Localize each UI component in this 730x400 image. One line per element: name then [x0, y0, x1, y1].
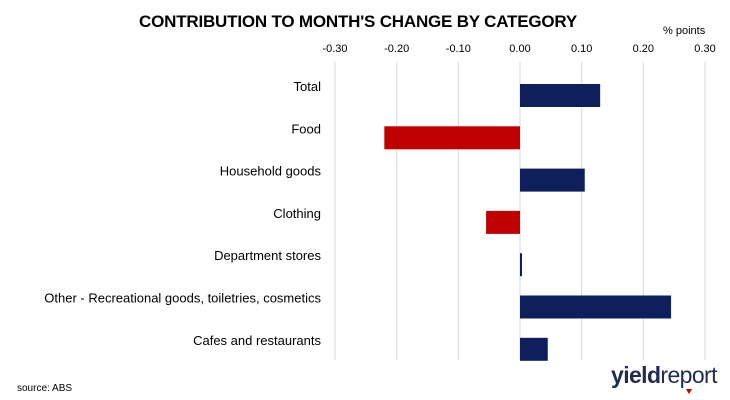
x-tick-label: 0.00	[509, 43, 530, 55]
bar	[520, 84, 601, 107]
x-tick-label: 0.30	[694, 43, 715, 55]
category-label: Household goods	[220, 164, 322, 179]
unit-label: % points	[663, 25, 706, 37]
grid-lines	[334, 62, 706, 360]
category-label: Clothing	[273, 206, 321, 221]
bar	[384, 126, 520, 150]
x-tick-label: 0.20	[633, 43, 654, 55]
bar	[520, 253, 522, 277]
x-tick-label: -0.10	[446, 43, 471, 55]
yieldreport-logo: yieldreport	[611, 362, 718, 394]
category-label: Food	[291, 121, 321, 136]
category-label: Total	[294, 79, 322, 94]
x-tick-label: -0.20	[384, 43, 409, 55]
logo-text-report: report	[660, 362, 717, 388]
bar	[520, 168, 585, 192]
x-tick-label: 0.10	[571, 43, 592, 55]
chart-title: CONTRIBUTION TO MONTH'S CHANGE BY CATEGO…	[139, 12, 577, 31]
category-labels: Total Food Household goods Clothing Departme…	[44, 79, 321, 348]
logo-text-yield: yield	[611, 362, 661, 388]
x-tick-label: -0.30	[322, 43, 347, 55]
bar	[520, 295, 672, 319]
logo-accent-icon	[686, 389, 692, 394]
x-tick-labels: -0.30 -0.20 -0.10 0.00 0.10 0.20 0.30	[322, 43, 715, 55]
bar	[520, 337, 548, 361]
category-label: Other - Recreational goods, toiletries, …	[44, 291, 321, 306]
bar	[486, 210, 520, 234]
source-note: source: ABS	[17, 383, 73, 394]
category-label: Department stores	[214, 248, 321, 263]
bars	[384, 84, 672, 361]
category-label: Cafes and restaurants	[193, 333, 321, 348]
